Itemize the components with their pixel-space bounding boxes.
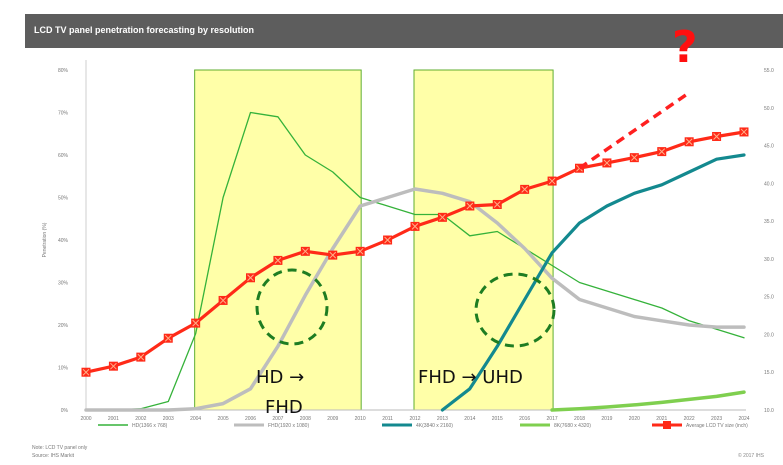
x-tick-label: 2023 (711, 416, 722, 422)
y-tick-label: 40% (58, 238, 69, 244)
x-tick-label: 2000 (80, 416, 91, 422)
y2-tick-label: 15.0 (764, 370, 774, 376)
x-tick-label: 2007 (272, 416, 283, 422)
series-marker-cross (110, 362, 117, 370)
y-tick-label: 0% (61, 408, 69, 414)
annotation-hd-fhd: HD → (256, 367, 304, 388)
legend-label: 8K(7680 x 4320) (554, 423, 591, 429)
series-marker-cross (384, 236, 391, 244)
series-marker-cross (466, 202, 474, 210)
y2-tick-label: 55.0 (764, 68, 774, 74)
x-tick-label: 2022 (684, 416, 695, 422)
x-tick-label: 2018 (574, 416, 585, 422)
series-marker-cross (521, 186, 529, 193)
legend-label: 4K(3840 x 2160) (416, 423, 453, 429)
y-tick-label: 30% (58, 281, 69, 287)
x-tick-label: 2005 (218, 416, 229, 422)
series-marker-cross (411, 223, 419, 230)
x-tick-label: 2004 (190, 416, 201, 422)
series-marker-cross (439, 213, 446, 221)
x-tick-label: 2003 (163, 416, 174, 422)
series-marker-cross (247, 274, 254, 282)
legend-label: Average LCD TV size (inch) (686, 423, 748, 429)
series-marker-cross (603, 159, 611, 167)
y-tick-label: 60% (58, 153, 69, 159)
y2-tick-label: 40.0 (764, 181, 774, 187)
x-tick-label: 2002 (135, 416, 146, 422)
y-tick-label: 10% (58, 366, 69, 372)
series-marker-cross (740, 128, 748, 136)
copyright-text: © 2017 IHS (738, 453, 764, 459)
y-axis-label: Penetration (%) (42, 222, 48, 257)
dashed-circle-1 (255, 268, 329, 346)
series-marker-cross (329, 251, 337, 259)
y-tick-label: 70% (58, 111, 69, 117)
y-tick-label: 50% (58, 196, 69, 202)
highlight-range-2 (413, 69, 554, 411)
series-line-1 (85, 111, 745, 411)
x-tick-label: 2012 (409, 416, 420, 422)
y2-tick-label: 30.0 (764, 257, 774, 263)
x-tick-label: 2016 (519, 416, 530, 422)
series-marker-cross (82, 368, 90, 376)
series-line-4 (550, 390, 746, 412)
chart-title: LCD TV panel penetration forecasting by … (34, 25, 255, 35)
y2-tick-label: 45.0 (764, 144, 774, 150)
series-marker-cross (356, 247, 364, 255)
x-tick-label: 2006 (245, 416, 256, 422)
series-marker-cross (274, 257, 282, 264)
legend-marker (663, 421, 671, 429)
y2-tick-label: 50.0 (764, 106, 774, 112)
series-marker-cross (658, 148, 666, 155)
source-text: Source: IHS Markit (32, 453, 74, 459)
y-tick-label: 80% (58, 68, 69, 74)
x-tick-label: 2024 (738, 416, 749, 422)
dashed-circle-2 (474, 272, 556, 348)
series-marker-cross (137, 353, 145, 361)
series-marker-cross (164, 334, 172, 342)
legend-label: FHD(1920 x 1080) (268, 423, 309, 429)
forecast-dashed-line (578, 91, 691, 170)
highlight-range-1 (194, 69, 362, 411)
x-tick-label: 2020 (629, 416, 640, 422)
series-line-3 (440, 153, 746, 412)
y-tick-label: 20% (58, 323, 69, 329)
annotation-hd-fhd-second-line: FHD (265, 397, 303, 418)
x-tick-label: 2010 (355, 416, 366, 422)
x-tick-label: 2011 (382, 416, 393, 422)
y2-tick-label: 35.0 (764, 219, 774, 225)
series-marker-cross (685, 138, 693, 146)
legend-label: HD(1366 x 768) (132, 423, 168, 429)
x-tick-label: 2013 (437, 416, 448, 422)
series-marker-cross (493, 201, 501, 208)
annotation-fhd-uhd: FHD → UHD (418, 367, 523, 388)
series-marker-cross (192, 319, 200, 327)
series-marker-cross (630, 154, 638, 161)
x-tick-label: 2001 (108, 416, 119, 422)
x-tick-label: 2015 (492, 416, 503, 422)
x-tick-label: 2009 (327, 416, 338, 422)
series-marker-cross (219, 297, 227, 304)
x-tick-label: 2019 (601, 416, 612, 422)
x-tick-label: 2014 (464, 416, 475, 422)
y2-tick-label: 20.0 (764, 332, 774, 338)
series-marker-cross (713, 133, 720, 140)
question-mark: ? (672, 22, 698, 73)
x-tick-label: 2008 (300, 416, 311, 422)
series-line-2 (84, 187, 746, 412)
x-tick-label: 2017 (547, 416, 558, 422)
series-marker-cross (548, 177, 556, 185)
y2-tick-label: 25.0 (764, 295, 774, 301)
y2-tick-label: 10.0 (764, 408, 774, 414)
x-tick-label: 2021 (656, 416, 667, 422)
series-marker-cross (301, 247, 309, 255)
note-text: Note: LCD TV panel only (32, 445, 88, 451)
chart-title-bar (25, 14, 783, 48)
